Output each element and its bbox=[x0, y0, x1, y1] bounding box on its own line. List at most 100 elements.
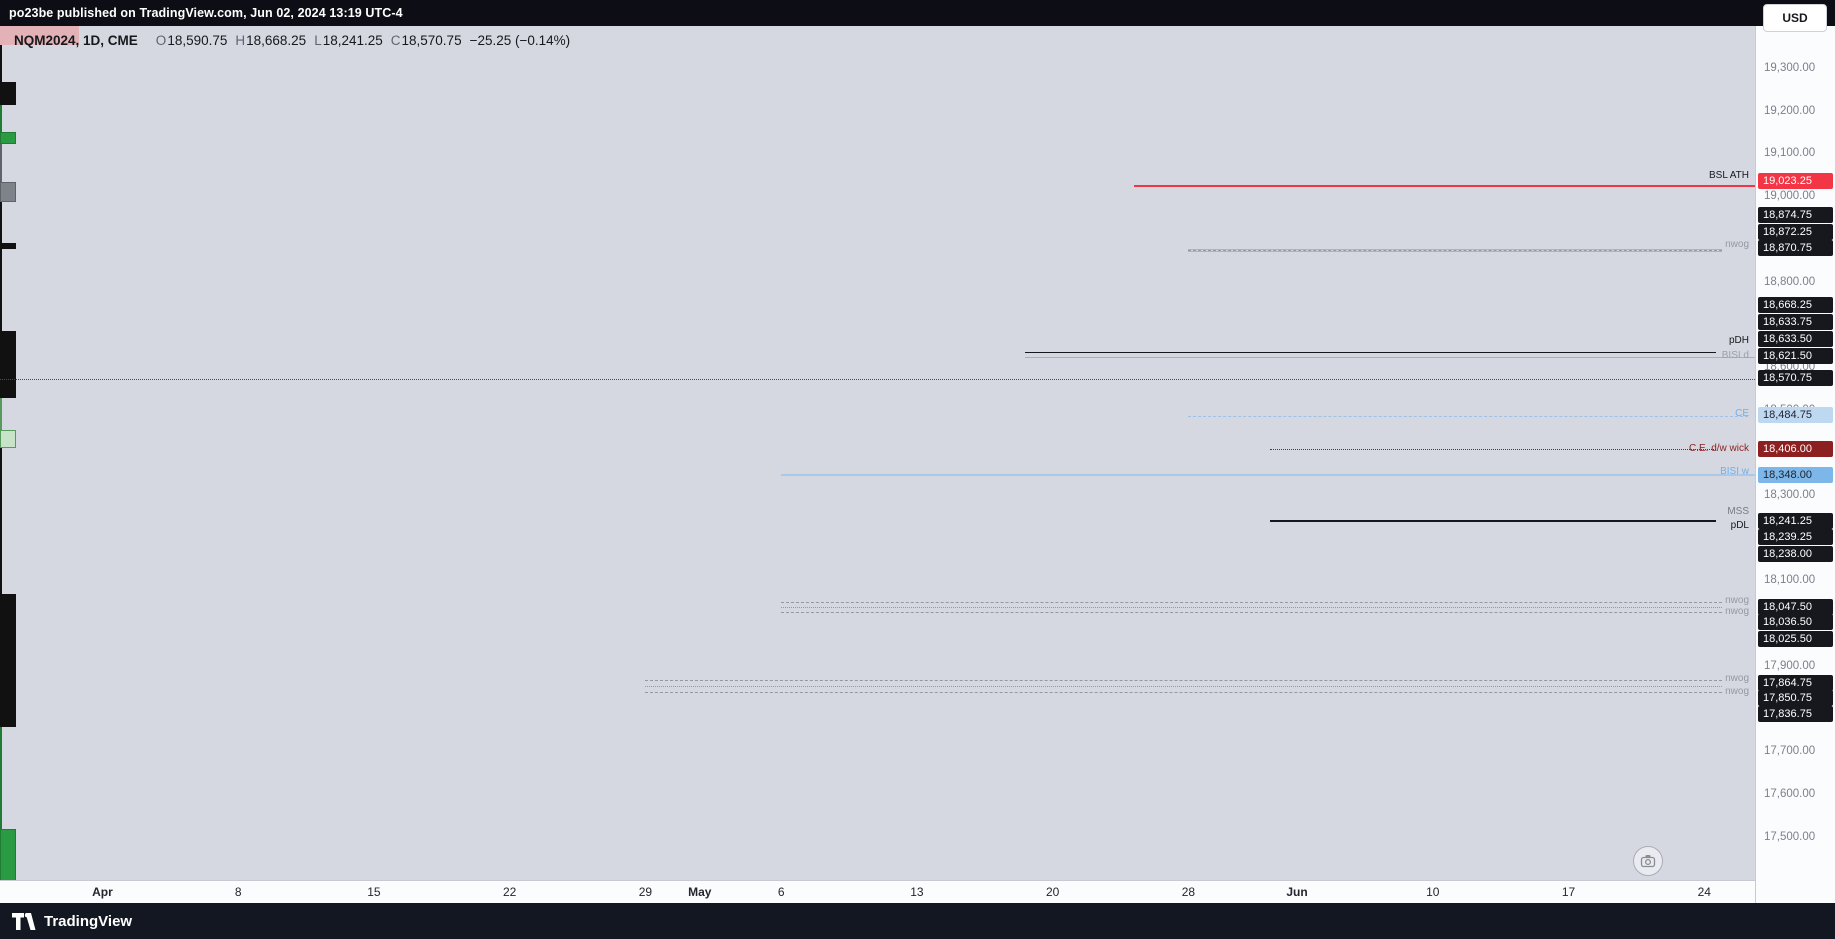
price-line[interactable] bbox=[645, 692, 1722, 694]
time-scale-label: 10 bbox=[1426, 885, 1440, 899]
time-scale-label: 6 bbox=[777, 885, 785, 899]
price-label: 18,633.75 bbox=[1758, 314, 1833, 330]
price-line[interactable] bbox=[1270, 520, 1716, 522]
candle-wick bbox=[0, 44, 2, 82]
price-axis[interactable]: 19,300.0019,200.0019,100.0019,000.0018,9… bbox=[1755, 0, 1835, 903]
price-label: 17,864.75 bbox=[1758, 675, 1833, 691]
price-line[interactable] bbox=[1270, 449, 1716, 451]
time-scale-label: 15 bbox=[367, 885, 381, 899]
price-line[interactable] bbox=[1025, 352, 1716, 354]
price-label: 18,036.50 bbox=[1758, 614, 1833, 630]
price-line[interactable] bbox=[645, 680, 1722, 682]
time-scale-label: 24 bbox=[1697, 885, 1711, 899]
candle-wick bbox=[0, 397, 2, 431]
price-label: 18,406.00 bbox=[1758, 441, 1833, 457]
candle-wick bbox=[0, 144, 2, 183]
price-scale-label: 17,600.00 bbox=[1764, 787, 1816, 800]
open-value: 18,590.75 bbox=[167, 33, 228, 48]
price-label: 18,239.25 bbox=[1758, 529, 1833, 545]
high-value: 18,668.25 bbox=[246, 33, 307, 48]
candle-wick bbox=[0, 447, 2, 594]
annotation-label[interactable]: pDH bbox=[1728, 335, 1749, 346]
price-line[interactable] bbox=[1025, 357, 1755, 359]
annotation-label[interactable]: MSS bbox=[1727, 506, 1749, 517]
price-label: 18,238.00 bbox=[1758, 546, 1833, 562]
close-value: 18,570.75 bbox=[401, 33, 462, 48]
annotation-label[interactable]: CE bbox=[1735, 408, 1749, 419]
symbol-legend[interactable]: NQM2024, 1D, CME O 18,590.75 H 18,668.25… bbox=[14, 33, 570, 48]
low-label: L bbox=[314, 33, 322, 48]
price-line[interactable] bbox=[1188, 249, 1722, 251]
price-line[interactable] bbox=[1188, 250, 1722, 252]
price-label: 18,621.50 bbox=[1758, 348, 1833, 364]
price-line[interactable] bbox=[781, 602, 1722, 604]
price-line[interactable] bbox=[781, 611, 1722, 613]
candlestick bbox=[0, 330, 16, 398]
price-line[interactable] bbox=[1188, 250, 1722, 252]
time-axis[interactable]: Apr 8 15 22 29 May 6 13 20 28 Jun 10 17 24 bbox=[0, 880, 1755, 903]
watermark-icon[interactable] bbox=[1633, 846, 1663, 876]
annotation-label[interactable]: BSL ATH bbox=[1708, 170, 1749, 181]
price-line[interactable] bbox=[1270, 519, 1716, 521]
price-scale-label: 19,000.00 bbox=[1764, 190, 1816, 203]
price-scale-label: 19,100.00 bbox=[1764, 147, 1816, 160]
candle-wick bbox=[0, 105, 2, 132]
price-label: 19,023.25 bbox=[1758, 173, 1833, 189]
annotation-label[interactable]: pDL bbox=[1730, 520, 1749, 531]
price-line[interactable] bbox=[781, 473, 1755, 476]
footer-bar: TradingView bbox=[0, 903, 1835, 939]
annotation-label[interactable]: BISI d bbox=[1721, 350, 1749, 361]
low-value: 18,241.25 bbox=[322, 33, 383, 48]
annotation-label[interactable]: nwog bbox=[1725, 673, 1749, 684]
price-label: 18,484.75 bbox=[1758, 407, 1833, 423]
time-scale-label: May bbox=[688, 885, 712, 899]
price-line[interactable] bbox=[645, 686, 1722, 688]
annotation-label[interactable]: nwog bbox=[1725, 686, 1749, 697]
time-scale-label: Jun bbox=[1286, 885, 1308, 899]
price-line[interactable] bbox=[1270, 520, 1716, 522]
price-label: 18,668.25 bbox=[1758, 297, 1833, 313]
candlestick bbox=[0, 81, 16, 106]
price-line[interactable] bbox=[1188, 415, 1748, 417]
price-line[interactable] bbox=[781, 607, 1722, 608]
price-scale-label: 19,300.00 bbox=[1764, 62, 1816, 74]
price-label: 18,872.25 bbox=[1758, 224, 1833, 240]
time-scale-label: 17 bbox=[1561, 885, 1576, 899]
currency-button[interactable]: USD bbox=[1763, 4, 1827, 32]
time-scale-label: 28 bbox=[1181, 885, 1196, 899]
candlestick bbox=[0, 182, 16, 203]
change-value: −25.25 (−0.14%) bbox=[469, 33, 571, 48]
price-line[interactable] bbox=[1134, 185, 1755, 188]
price-line[interactable] bbox=[0, 378, 1755, 380]
candle-wick bbox=[0, 248, 2, 331]
high-label: H bbox=[235, 33, 246, 48]
time-scale-label: Apr bbox=[92, 885, 113, 899]
candlestick bbox=[0, 430, 16, 448]
price-scale-label: 18,800.00 bbox=[1764, 275, 1816, 288]
open-label: O bbox=[155, 33, 167, 48]
annotation-label[interactable]: nwog bbox=[1725, 239, 1749, 250]
symbol-title[interactable]: NQM2024, 1D, CME bbox=[14, 33, 138, 48]
candlestick bbox=[0, 131, 16, 145]
price-scale-label: 17,500.00 bbox=[1764, 830, 1816, 843]
price-label: 17,850.75 bbox=[1758, 690, 1833, 706]
currency-label: USD bbox=[1782, 11, 1808, 25]
annotation-label[interactable]: nwog bbox=[1725, 595, 1749, 606]
price-label: 17,836.75 bbox=[1758, 706, 1833, 722]
tradingview-logo-icon[interactable] bbox=[12, 912, 36, 930]
brand-text[interactable]: TradingView bbox=[44, 912, 133, 930]
annotation-label[interactable]: BISI w bbox=[1720, 466, 1749, 477]
time-scale-label: 22 bbox=[503, 885, 517, 899]
price-scale-label: 17,900.00 bbox=[1764, 659, 1816, 672]
annotation-label[interactable]: nwog bbox=[1725, 606, 1749, 617]
price-scale-label: 18,300.00 bbox=[1764, 489, 1816, 501]
price-label: 18,570.75 bbox=[1758, 370, 1833, 386]
attribution-bar: po23be published on TradingView.com, Jun… bbox=[0, 0, 1835, 26]
candlestick bbox=[0, 593, 16, 728]
price-label: 18,025.50 bbox=[1758, 631, 1833, 647]
price-label: 18,241.25 bbox=[1758, 513, 1833, 529]
time-scale-label: 20 bbox=[1046, 885, 1060, 899]
annotation-label[interactable]: C.E. d/w wick bbox=[1688, 443, 1749, 454]
